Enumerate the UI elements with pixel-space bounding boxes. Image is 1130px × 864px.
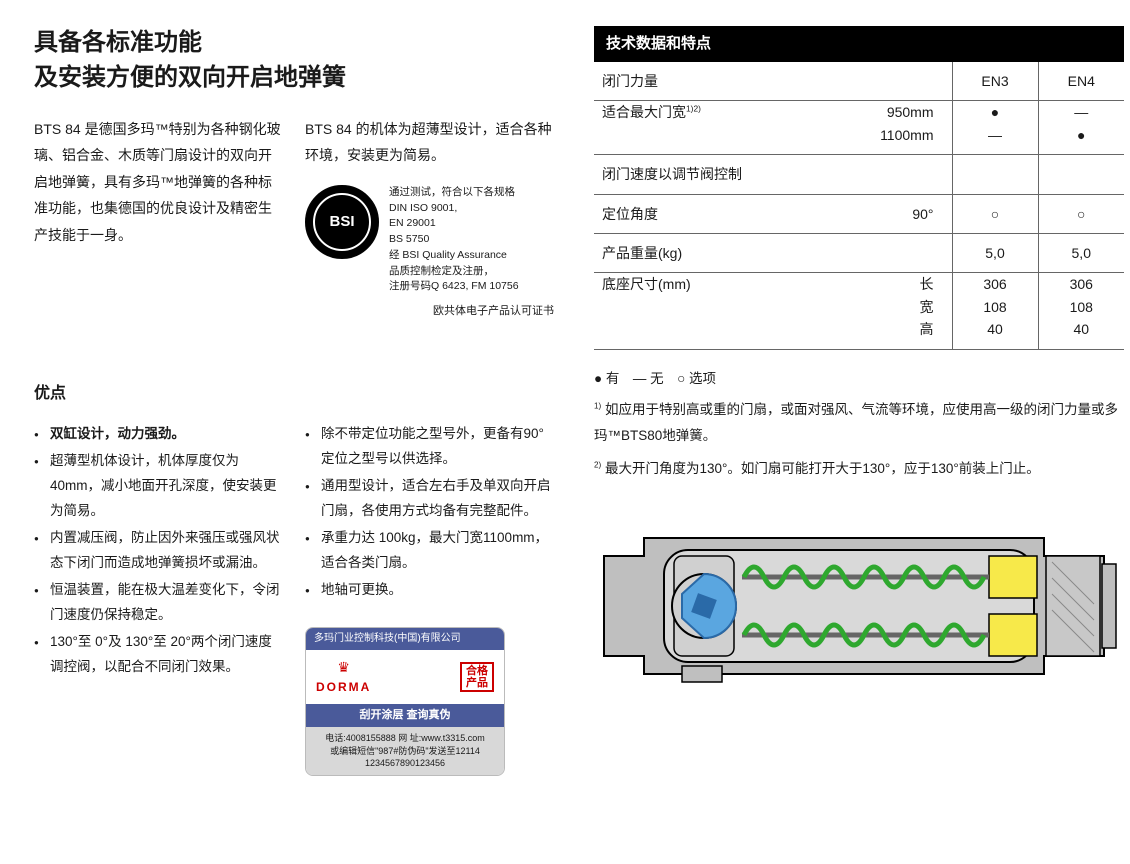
angle-val: 90° — [805, 194, 952, 233]
w950-en3: ● — [952, 101, 1038, 124]
row-base: 底座尺寸(mm) — [594, 273, 805, 349]
width-1100: 1100mm — [805, 124, 952, 155]
advantage-item: 承重力达 100kg，最大门宽1100mm，适合各类门扇。 — [305, 526, 554, 576]
bsi-text: 通过测试，符合以下各规格DIN ISO 9001,EN 29001BS 5750… — [389, 185, 519, 295]
base-len-en3: 306 — [952, 273, 1038, 296]
page-title: 具备各标准功能 及安装方便的双向开启地弹簧 — [34, 26, 554, 96]
intro-right: BTS 84 的机体为超薄型设计，适合各种环境，安装更为简易。 — [305, 116, 554, 169]
base-wid-l: 宽 — [805, 296, 952, 318]
note2: 最大开门角度为130°。如门扇可能打开大于130°，应于130°前装上门止。 — [605, 461, 1040, 476]
note1: 如应用于特别高或重的门扇，或面对强风、气流等环境，应使用高一级的闭门力量或多玛™… — [594, 402, 1118, 443]
sticker-brand: DORMA — [316, 678, 371, 697]
title-line2: 及安装方便的双向开启地弹簧 — [34, 64, 346, 91]
base-wid-en3: 108 — [952, 296, 1038, 318]
base-hgt-en3: 40 — [952, 318, 1038, 349]
base-len-en4: 306 — [1038, 273, 1124, 296]
advantage-item: 恒温装置，能在极大温差变化下，令闭门速度仍保持稳定。 — [34, 578, 283, 628]
sticker-crown-icon: ♛ — [316, 656, 371, 678]
advantage-item: 超薄型机体设计，机体厚度仅为40mm，减小地面开孔深度，使安装更为简易。 — [34, 449, 283, 524]
sticker-tel: 电话:4008155888 网 址:www.t3315.com — [314, 732, 496, 745]
bsi-line: 品质控制检定及注册， — [389, 264, 519, 280]
advantage-item: 双缸设计，动力强劲。 — [34, 422, 283, 447]
title-line1: 具备各标准功能 — [34, 29, 202, 56]
bsi-block: BSI 通过测试，符合以下各规格DIN ISO 9001,EN 29001BS … — [305, 185, 554, 295]
advantages-col1: 双缸设计，动力强劲。超薄型机体设计，机体厚度仅为40mm，减小地面开孔深度，使安… — [34, 422, 283, 776]
base-hgt-en4: 40 — [1038, 318, 1124, 349]
bsi-logo-text: BSI — [329, 210, 354, 234]
weight-en3: 5,0 — [952, 233, 1038, 272]
bsi-caption: 欧共体电子产品认可证书 — [305, 303, 554, 321]
col-en3: EN3 — [952, 62, 1038, 101]
note1-prefix: 1) — [594, 402, 601, 411]
angle-en3: ○ — [952, 194, 1038, 233]
base-hgt-l: 高 — [805, 318, 952, 349]
sticker-top: 多玛门业控制科技(中国)有限公司 — [306, 628, 504, 650]
row-width-sup: 1)2) — [686, 104, 701, 114]
w950-en4: — — [1038, 101, 1124, 124]
advantages-heading: 优点 — [34, 381, 554, 407]
angle-en4: ○ — [1038, 194, 1124, 233]
footnotes: 1) 如应用于特别高或重的门扇，或面对强风、气流等环境，应使用高一级的闭门力量或… — [594, 397, 1124, 482]
bsi-line: 注册号码Q 6423, FM 10756 — [389, 279, 519, 295]
bsi-line: DIN ISO 9001, — [389, 201, 519, 217]
sticker-stamp: 合格产品 — [460, 662, 494, 692]
row-width: 适合最大门宽 — [602, 104, 686, 120]
authenticity-sticker: 多玛门业控制科技(中国)有限公司 ♛ DORMA 合格产品 刮开涂层 查询真伪 … — [305, 627, 505, 776]
spec-table: 技术数据和特点 闭门力量 EN3 EN4 适合最大门宽1)2) 950mm ● … — [594, 26, 1124, 350]
mechanism-diagram — [594, 526, 1124, 686]
sticker-code: 1234567890123456 — [314, 757, 496, 770]
note2-prefix: 2) — [594, 461, 601, 470]
advantage-item: 内置减压阀，防止因外来强压或强风状态下闭门而造成地弹簧损坏或漏油。 — [34, 526, 283, 576]
legend: ● 有 — 无 ○ 选项 — [594, 368, 1124, 390]
width-950: 950mm — [805, 101, 952, 124]
weight-en4: 5,0 — [1038, 233, 1124, 272]
sticker-bottom: 电话:4008155888 网 址:www.t3315.com 或编辑短信"98… — [306, 727, 504, 775]
base-len-l: 长 — [805, 273, 952, 296]
advantage-item: 通用型设计，适合左右手及单双向开启门扇，各使用方式均备有完整配件。 — [305, 474, 554, 524]
bsi-line: 通过测试，符合以下各规格 — [389, 185, 519, 201]
w1100-en3: — — [952, 124, 1038, 155]
w1100-en4: ● — [1038, 124, 1124, 155]
bsi-line: 经 BSI Quality Assurance — [389, 248, 519, 264]
row-force: 闭门力量 — [594, 62, 952, 101]
bsi-logo: BSI — [305, 185, 379, 259]
advantages-col2: 除不带定位功能之型号外，更备有90°定位之型号以供选择。通用型设计，适合左右手及… — [305, 422, 554, 603]
row-weight: 产品重量(kg) — [594, 233, 952, 272]
advantage-item: 除不带定位功能之型号外，更备有90°定位之型号以供选择。 — [305, 422, 554, 472]
base-wid-en4: 108 — [1038, 296, 1124, 318]
bsi-line: BS 5750 — [389, 232, 519, 248]
sticker-strip: 刮开涂层 查询真伪 — [306, 704, 504, 728]
bsi-line: EN 29001 — [389, 216, 519, 232]
sticker-sms: 或编辑短信"987#防伪码"发送至12114 — [314, 745, 496, 758]
row-speed: 闭门速度以调节阀控制 — [594, 155, 952, 194]
row-angle: 定位角度 — [594, 194, 805, 233]
advantage-item: 130°至 0°及 130°至 20°两个闭门速度调控阀，以配合不同闭门效果。 — [34, 630, 283, 680]
intro-left: BTS 84 是德国多玛™特别为各种钢化玻璃、铝合金、木质等门扇设计的双向开启地… — [34, 116, 283, 321]
col-en4: EN4 — [1038, 62, 1124, 101]
table-header: 技术数据和特点 — [594, 26, 1124, 62]
advantage-item: 地轴可更换。 — [305, 578, 554, 603]
